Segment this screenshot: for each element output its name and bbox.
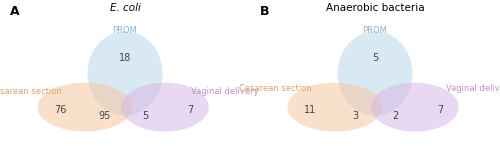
- Text: PROM: PROM: [362, 26, 388, 35]
- Ellipse shape: [38, 83, 132, 132]
- Text: Anaerobic bacteria: Anaerobic bacteria: [326, 3, 424, 13]
- Text: Cesarean section: Cesarean section: [0, 87, 62, 96]
- Text: Cesarean section: Cesarean section: [238, 84, 312, 93]
- Text: 7: 7: [187, 105, 193, 115]
- Ellipse shape: [121, 83, 209, 132]
- Text: 3: 3: [352, 111, 358, 121]
- Text: 7: 7: [437, 105, 443, 115]
- Ellipse shape: [371, 83, 459, 132]
- Text: E. coli: E. coli: [110, 3, 140, 13]
- Text: 95: 95: [99, 111, 111, 121]
- Text: Vaginal delivery: Vaginal delivery: [191, 87, 259, 96]
- Text: 11: 11: [304, 105, 316, 115]
- Text: 18: 18: [119, 53, 131, 63]
- Text: Vaginal delivery: Vaginal delivery: [446, 84, 500, 93]
- Text: B: B: [260, 5, 270, 18]
- Text: 2: 2: [392, 111, 398, 121]
- Text: PROM: PROM: [112, 26, 138, 35]
- Ellipse shape: [288, 83, 382, 132]
- Text: A: A: [10, 5, 20, 18]
- Text: 5: 5: [372, 53, 378, 63]
- Ellipse shape: [338, 31, 412, 116]
- Text: 76: 76: [54, 105, 66, 115]
- Text: 5: 5: [142, 111, 148, 121]
- Ellipse shape: [88, 31, 162, 116]
